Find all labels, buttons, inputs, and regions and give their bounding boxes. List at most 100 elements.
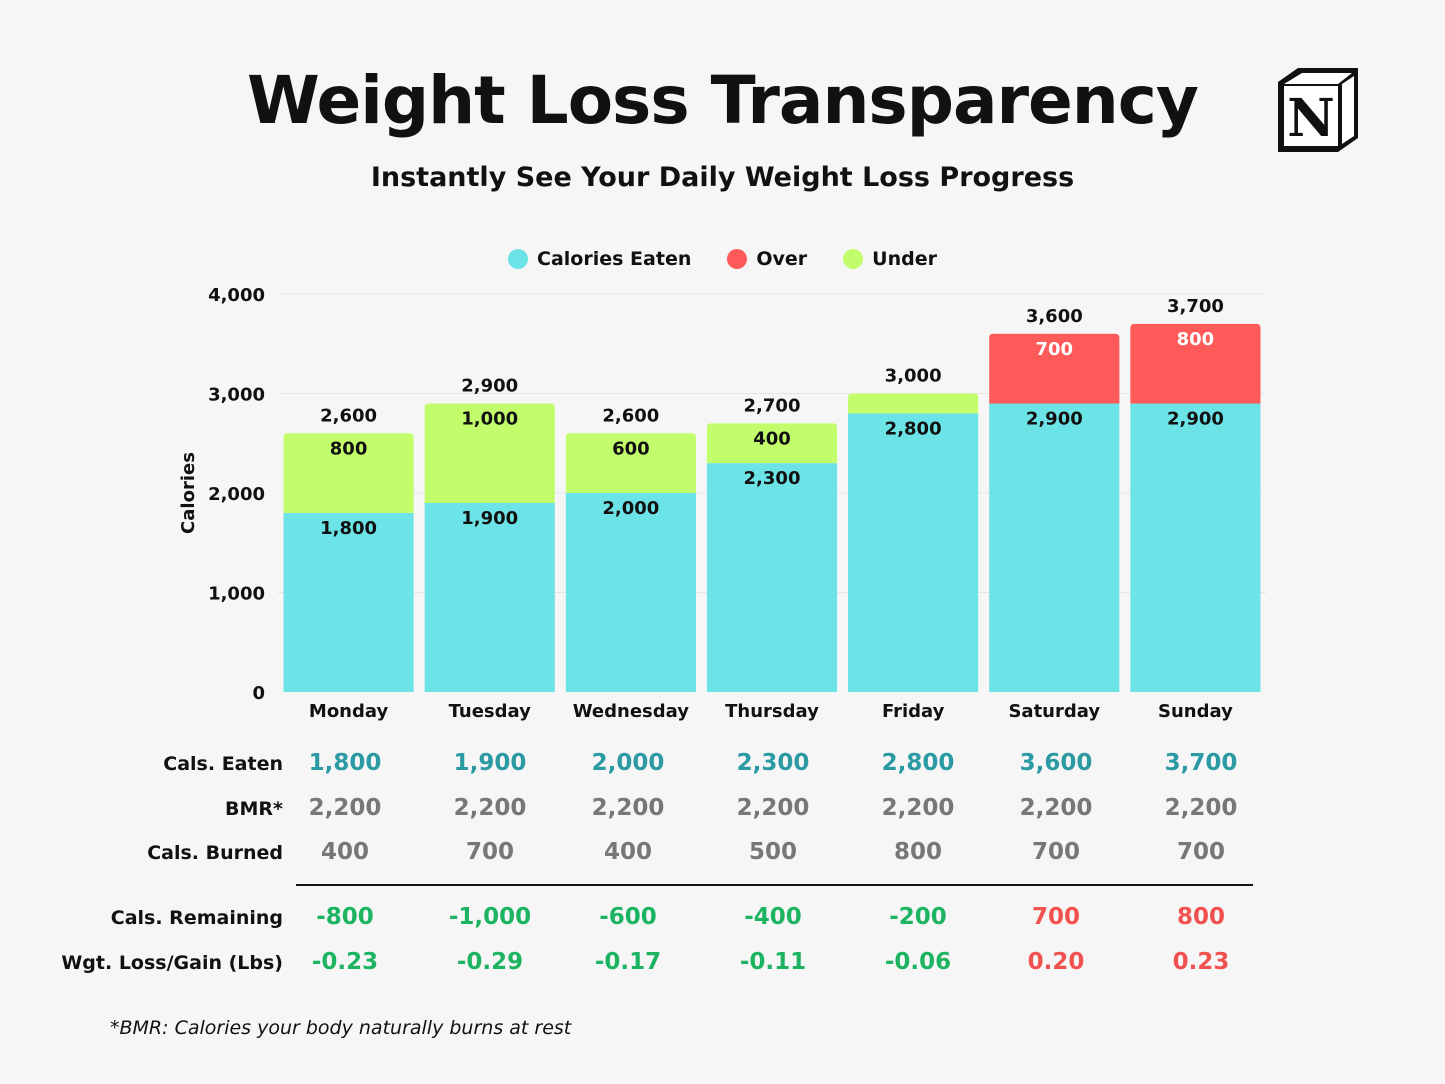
table-row-label: Cals. Remaining xyxy=(110,907,283,929)
table-cell: 400 xyxy=(603,839,652,865)
table-cell: -0.17 xyxy=(594,949,662,975)
table-cell: -800 xyxy=(316,904,374,930)
bar-under xyxy=(565,433,696,493)
eaten-value-label: 2,000 xyxy=(602,498,659,519)
bmr-footnote: *BMR: Calories your body naturally burns… xyxy=(110,1017,572,1039)
y-tick-label: 0 xyxy=(252,683,265,704)
legend-swatch-under xyxy=(843,249,864,269)
y-tick-label: 4,000 xyxy=(208,285,265,306)
table-cell: 2,200 xyxy=(1164,795,1238,821)
over-value-label: 800 xyxy=(1177,329,1215,350)
table-row-label: Wgt. Loss/Gain (Lbs) xyxy=(61,952,283,974)
table-cell: 2,200 xyxy=(881,795,955,821)
x-category-label: Wednesday xyxy=(573,701,690,722)
legend-label-under: Under xyxy=(872,248,937,270)
total-value-label: 3,000 xyxy=(885,366,942,387)
table-cell: 2,200 xyxy=(736,795,810,821)
table-cell: -0.23 xyxy=(311,949,379,975)
x-category-label: Sunday xyxy=(1158,701,1233,722)
legend-label-over: Over xyxy=(756,248,808,270)
table-cell: -200 xyxy=(889,904,947,930)
bar-eaten xyxy=(989,403,1120,692)
bar-over xyxy=(1130,323,1261,404)
bar-over xyxy=(989,333,1120,404)
bar-under xyxy=(424,403,555,503)
table-row-label: Cals. Eaten xyxy=(163,753,283,775)
page-subtitle: Instantly See Your Daily Weight Loss Pro… xyxy=(370,162,1075,193)
table-cell: 800 xyxy=(1176,904,1225,930)
bar-under xyxy=(706,423,838,464)
x-category-label: Saturday xyxy=(1008,701,1100,722)
legend-item-over: Over xyxy=(727,248,807,270)
eaten-value-label: 2,900 xyxy=(1167,408,1224,429)
table-cell: 400 xyxy=(320,839,369,865)
table-cell: 2,200 xyxy=(453,795,527,821)
under-value-label: 600 xyxy=(612,438,650,459)
chart-legend: Calories Eaten Over Under xyxy=(0,248,1445,270)
y-tick-label: 1,000 xyxy=(208,584,265,605)
legend-swatch-over xyxy=(727,249,748,269)
over-value-label: 700 xyxy=(1035,339,1073,360)
table-cell: 2,000 xyxy=(591,750,665,776)
eaten-value-label: 2,800 xyxy=(885,418,942,439)
legend-swatch-eaten xyxy=(508,249,529,269)
bar-eaten xyxy=(565,493,696,692)
legend-item-under: Under xyxy=(843,248,937,270)
table-cell: 2,200 xyxy=(1019,795,1093,821)
under-value-label: 1,000 xyxy=(461,408,518,429)
table-cell: -400 xyxy=(744,904,802,930)
eaten-value-label: 2,300 xyxy=(744,468,801,489)
table-cell: 3,600 xyxy=(1019,750,1093,776)
x-category-label: Friday xyxy=(882,701,945,722)
table-cell: 500 xyxy=(748,839,797,865)
under-value-label: 800 xyxy=(330,438,368,459)
table-cell: 700 xyxy=(1031,904,1080,930)
stacked-bar-chart: 0 1,000 2,000 3,000 4,000 Calories 800 1,800 2,6… xyxy=(178,285,1266,722)
page-title: Weight Loss Transparency xyxy=(247,62,1199,139)
table-cell: 2,800 xyxy=(881,750,955,776)
table-cell: -0.06 xyxy=(884,949,952,975)
table-cell: 700 xyxy=(1031,839,1080,865)
notion-logo-icon: N xyxy=(1278,68,1358,152)
table-cell: 0.23 xyxy=(1172,949,1230,975)
x-category-label: Tuesday xyxy=(449,701,532,722)
total-value-label: 2,600 xyxy=(602,405,659,426)
table-cell: -0.11 xyxy=(739,949,807,975)
table-divider xyxy=(296,884,1253,886)
table-cell: 800 xyxy=(893,839,942,865)
legend-item-eaten: Calories Eaten xyxy=(508,248,691,270)
table-cell: 0.20 xyxy=(1027,949,1085,975)
x-category-label: Monday xyxy=(309,701,389,722)
bar-eaten xyxy=(283,512,414,692)
y-tick-label: 3,000 xyxy=(208,385,265,406)
total-value-label: 2,900 xyxy=(461,375,518,396)
bar-under xyxy=(848,393,979,414)
x-category-label: Thursday xyxy=(725,701,819,722)
table-row-label: Cals. Burned xyxy=(147,842,283,864)
legend-label-eaten: Calories Eaten xyxy=(537,248,692,270)
table-row-label: BMR* xyxy=(225,798,283,820)
logo-letter: N xyxy=(1287,88,1335,149)
table-cell: 1,800 xyxy=(308,750,382,776)
eaten-value-label: 1,800 xyxy=(320,518,377,539)
total-value-label: 2,700 xyxy=(744,395,801,416)
under-value-label: 400 xyxy=(753,428,791,449)
total-value-label: 2,600 xyxy=(320,405,377,426)
table-cell: 3,700 xyxy=(1164,750,1238,776)
total-value-label: 3,600 xyxy=(1026,306,1083,327)
table-cell: 1,900 xyxy=(453,750,527,776)
table-cell: 2,200 xyxy=(308,795,382,821)
eaten-value-label: 1,900 xyxy=(461,508,518,529)
table-cell: 2,300 xyxy=(736,750,810,776)
table-cell: 2,200 xyxy=(591,795,665,821)
table-cell: -0.29 xyxy=(456,949,524,975)
table-cell: -1,000 xyxy=(448,904,532,930)
y-axis-title: Calories xyxy=(178,452,199,534)
y-tick-label: 2,000 xyxy=(208,484,265,505)
bar-eaten xyxy=(424,502,555,692)
table-cell: 700 xyxy=(1176,839,1225,865)
eaten-value-label: 2,900 xyxy=(1026,408,1083,429)
table-cell: 700 xyxy=(465,839,514,865)
bar-eaten xyxy=(848,413,979,692)
bar-eaten xyxy=(1130,403,1261,692)
